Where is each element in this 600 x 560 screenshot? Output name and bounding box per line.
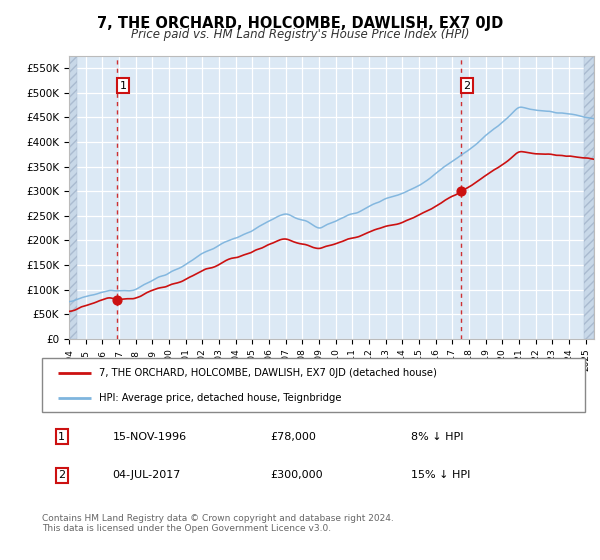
FancyBboxPatch shape bbox=[42, 358, 585, 412]
Text: 2: 2 bbox=[463, 81, 470, 91]
Text: 2: 2 bbox=[58, 470, 65, 480]
Text: 7, THE ORCHARD, HOLCOMBE, DAWLISH, EX7 0JD: 7, THE ORCHARD, HOLCOMBE, DAWLISH, EX7 0… bbox=[97, 16, 503, 31]
Text: HPI: Average price, detached house, Teignbridge: HPI: Average price, detached house, Teig… bbox=[99, 393, 341, 403]
Text: 04-JUL-2017: 04-JUL-2017 bbox=[113, 470, 181, 480]
Point bbox=[112, 296, 122, 305]
Text: Contains HM Land Registry data © Crown copyright and database right 2024.
This d: Contains HM Land Registry data © Crown c… bbox=[42, 514, 394, 534]
Text: 15-NOV-1996: 15-NOV-1996 bbox=[113, 432, 187, 442]
Text: 1: 1 bbox=[119, 81, 127, 91]
Text: 7, THE ORCHARD, HOLCOMBE, DAWLISH, EX7 0JD (detached house): 7, THE ORCHARD, HOLCOMBE, DAWLISH, EX7 0… bbox=[99, 368, 437, 379]
Text: Price paid vs. HM Land Registry's House Price Index (HPI): Price paid vs. HM Land Registry's House … bbox=[131, 28, 469, 41]
Text: £300,000: £300,000 bbox=[270, 470, 323, 480]
Text: £78,000: £78,000 bbox=[270, 432, 316, 442]
Point bbox=[456, 187, 466, 196]
Text: 1: 1 bbox=[58, 432, 65, 442]
Text: 8% ↓ HPI: 8% ↓ HPI bbox=[411, 432, 464, 442]
Text: 15% ↓ HPI: 15% ↓ HPI bbox=[411, 470, 470, 480]
